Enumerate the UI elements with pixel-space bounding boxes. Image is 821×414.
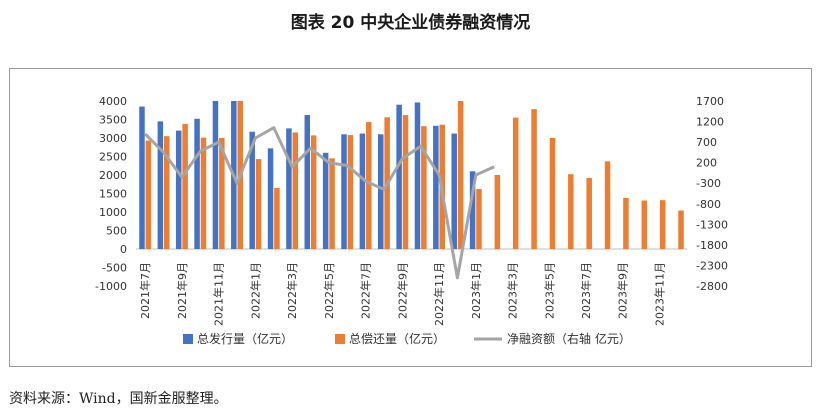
repay-bars <box>145 101 684 250</box>
y-left-tick-label: 4000 <box>99 95 127 108</box>
y-right-tick-label: 700 <box>696 136 717 149</box>
legend-label: 净融资额（右轴 亿元） <box>507 331 631 346</box>
issue-bar <box>157 121 164 249</box>
y-right-tick-label: -1800 <box>696 239 728 252</box>
x-tick-label: 2023年5月 <box>542 262 556 319</box>
chart-title: 图表 20 中央企业债券融资情况 <box>290 13 531 33</box>
repay-bar <box>586 177 592 249</box>
x-tick-label: 2022年3月 <box>285 262 299 319</box>
issue-bar <box>139 106 145 249</box>
y-right-tick-label: -1300 <box>696 218 728 231</box>
issue-bar <box>267 148 274 249</box>
repay-bar <box>182 123 188 249</box>
x-tick-label: 2022年11月 <box>432 262 446 326</box>
net-financing-polyline <box>144 126 495 280</box>
chart-frame <box>9 68 812 367</box>
x-tick-label: 2023年1月 <box>469 262 483 319</box>
y-left-tick-label: 1500 <box>99 188 127 201</box>
repay-bar <box>476 189 482 249</box>
y-left-tick-label: 1000 <box>99 206 127 219</box>
x-tick-label: 2022年5月 <box>322 262 336 319</box>
issue-bar <box>396 104 402 249</box>
legend-swatch <box>335 334 345 344</box>
issue-bar <box>451 133 457 249</box>
issue-bar <box>286 128 292 249</box>
repay-bar <box>145 140 152 249</box>
repay-bar <box>457 101 464 249</box>
repay-bar <box>255 159 262 249</box>
issue-bar <box>212 101 219 249</box>
y-right-ticks: 1700 1200 700 200 -300 -800 -1300 -1800 -2300 -28… <box>696 95 728 293</box>
repay-bar <box>568 174 574 249</box>
legend-label: 总偿还量（亿元） <box>349 331 445 346</box>
repay-bar <box>604 161 611 249</box>
repay-bar <box>219 138 225 249</box>
y-right-tick-label: 200 <box>696 157 717 170</box>
issue-bars <box>139 101 476 249</box>
x-tick-label: 2021年7月 <box>138 262 152 319</box>
issue-bar <box>322 152 329 249</box>
y-left-tick-label: 2000 <box>99 169 127 182</box>
issue-bar <box>175 130 182 249</box>
x-tick-label: 2023年7月 <box>579 262 593 319</box>
repay-bar <box>310 135 317 249</box>
y-right-tick-label: -2800 <box>696 280 728 293</box>
issue-bar <box>249 131 255 249</box>
net-financing-line <box>144 126 495 280</box>
issue-bar <box>359 133 366 249</box>
repay-bar <box>531 109 537 249</box>
repay-bar <box>292 132 299 249</box>
issue-bar <box>414 102 421 249</box>
x-tick-label: 2021年11月 <box>212 262 226 326</box>
y-left-ticks: 4000 3500 3000 2500 2000 1500 1000 500 0 -500 -100… <box>95 95 127 293</box>
repay-bar <box>659 200 666 249</box>
x-tick-label: 2023年11月 <box>652 262 666 326</box>
repay-bar <box>329 158 335 249</box>
issue-bar <box>378 134 384 249</box>
x-tick-label: 2022年7月 <box>359 262 373 319</box>
y-right-tick-label: -2300 <box>696 259 728 272</box>
repay-bar <box>274 187 280 249</box>
issue-bar <box>433 125 439 249</box>
x-tick-label: 2022年1月 <box>248 262 262 319</box>
y-left-tick-label: 3500 <box>99 114 127 127</box>
repay-bar <box>421 126 427 249</box>
source-note: 资料来源：Wind，国新金服整理。 <box>9 391 228 407</box>
repay-bar <box>164 136 170 249</box>
issue-bar <box>341 134 347 249</box>
repay-bar <box>200 137 207 249</box>
y-right-tick-label: -300 <box>696 177 721 190</box>
issue-bar <box>304 115 311 249</box>
issue-bar <box>469 171 476 249</box>
issue-bar <box>194 118 200 249</box>
repay-bar <box>549 138 556 249</box>
y-left-tick-label: 0 <box>120 243 127 256</box>
repay-bar <box>494 175 501 249</box>
repay-bar <box>641 200 648 249</box>
y-left-tick-label: 500 <box>106 225 127 238</box>
legend: 总发行量（亿元） 总偿还量（亿元） 净融资额（右轴 亿元） <box>183 331 631 346</box>
x-tick-label: 2021年9月 <box>175 262 189 319</box>
repay-bar <box>623 197 629 249</box>
x-tick-label: 2023年9月 <box>616 262 630 319</box>
repay-bar <box>678 210 684 249</box>
y-right-tick-label: 1200 <box>696 116 724 129</box>
y-right-tick-label: 1700 <box>696 95 724 108</box>
x-tick-label: 2022年9月 <box>395 262 409 319</box>
y-left-tick-label: -500 <box>102 262 127 275</box>
y-left-tick-label: -1000 <box>95 280 127 293</box>
x-tick-label: 2023年3月 <box>506 262 520 319</box>
y-left-tick-label: 3000 <box>99 132 127 145</box>
repay-bar <box>347 135 354 249</box>
repay-bar <box>402 115 409 249</box>
repay-bar <box>366 122 372 249</box>
y-right-tick-label: -800 <box>696 198 721 211</box>
repay-bar <box>512 117 519 250</box>
x-ticks: 2021年7月 2021年9月 2021年11月 2022年1月 2022年3月 2022… <box>138 262 666 326</box>
y-left-tick-label: 2500 <box>99 151 127 164</box>
legend-label: 总发行量（亿元） <box>197 331 293 346</box>
legend-swatch <box>183 334 193 344</box>
